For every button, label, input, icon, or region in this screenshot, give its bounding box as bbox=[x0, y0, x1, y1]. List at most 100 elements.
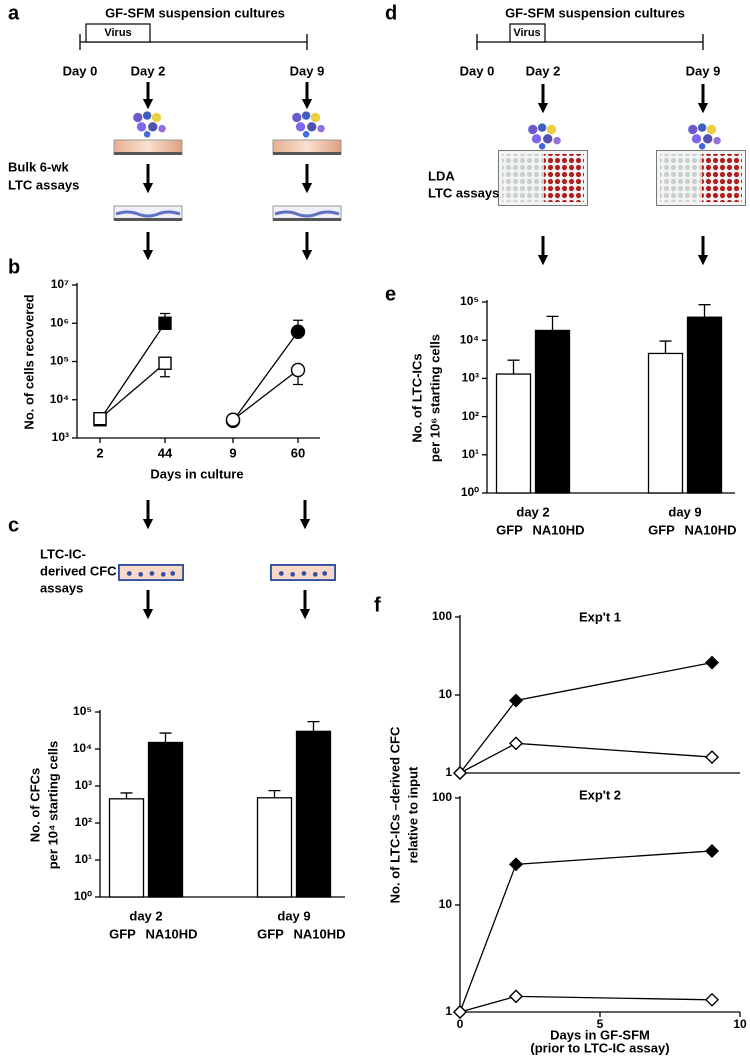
x-tick-label: day 2 bbox=[516, 504, 549, 519]
y-tick-label: 100 bbox=[432, 609, 452, 623]
marker bbox=[509, 736, 523, 751]
error-bar bbox=[120, 792, 133, 799]
x-tick-label: day 2 bbox=[129, 908, 162, 923]
x-tick-label: 2 bbox=[96, 445, 103, 460]
series-label: NA10HD bbox=[293, 926, 345, 941]
dish-icon bbox=[270, 564, 336, 581]
dish-icon bbox=[113, 204, 183, 222]
chart-title: Exp't 1 bbox=[579, 609, 621, 624]
error-bar bbox=[546, 315, 559, 331]
cells-icon bbox=[688, 123, 721, 150]
day-label: Day 2 bbox=[131, 63, 166, 78]
day-label: Day 9 bbox=[686, 63, 721, 78]
marker bbox=[705, 750, 719, 765]
marker bbox=[453, 766, 467, 780]
day-label: Day 2 bbox=[526, 63, 561, 78]
assay-label: LDA bbox=[428, 168, 455, 183]
y-axis-label: No. of CFCs bbox=[27, 768, 42, 842]
assay-label: Bulk 6-wk bbox=[8, 159, 69, 174]
series-line bbox=[99, 322, 166, 421]
dish-icon bbox=[118, 564, 184, 581]
bar bbox=[256, 797, 293, 898]
series-line bbox=[459, 661, 713, 774]
x-tick-label: 5 bbox=[597, 1017, 604, 1031]
dish-icon bbox=[113, 139, 183, 156]
series-line bbox=[232, 369, 299, 421]
assay-label: LTC-IC- bbox=[40, 546, 86, 561]
error-bar bbox=[307, 720, 320, 732]
error-bar bbox=[268, 789, 281, 798]
assay-label: assays bbox=[40, 580, 83, 595]
marker bbox=[93, 411, 107, 426]
x-tick-label: 9 bbox=[229, 445, 236, 460]
y-axis-label: No. of LTC-ICs bbox=[409, 353, 424, 442]
panel-label: e bbox=[385, 283, 396, 305]
x-tick-label: day 9 bbox=[668, 504, 701, 519]
dish-icon bbox=[272, 204, 342, 222]
marker bbox=[453, 1005, 467, 1019]
x-tick-label: 44 bbox=[158, 445, 173, 460]
chart-title: Exp't 2 bbox=[579, 787, 621, 802]
error-bar bbox=[507, 359, 520, 375]
bar bbox=[534, 329, 571, 494]
y-tick-label: 1 bbox=[445, 765, 452, 779]
y-tick-label: 10⁵ bbox=[73, 704, 92, 718]
series-line bbox=[459, 850, 713, 1013]
panel-label: c bbox=[8, 514, 19, 536]
panel-title: GF-SFM suspension cultures bbox=[105, 5, 285, 20]
y-axis-label: No. of LTC-ICs –derived CFC bbox=[387, 726, 402, 903]
y-tick-label: 10⁰ bbox=[74, 889, 92, 903]
virus-box bbox=[85, 23, 151, 43]
bar bbox=[686, 316, 723, 494]
y-tick-label: 10² bbox=[462, 409, 479, 423]
series-label: GFP bbox=[648, 522, 675, 537]
x-tick-label: day 9 bbox=[277, 908, 310, 923]
y-tick-label: 10³ bbox=[75, 778, 92, 792]
y-axis-label: No. of cells recovered bbox=[21, 294, 36, 429]
series-line bbox=[459, 742, 713, 774]
panel-label: f bbox=[374, 594, 381, 616]
bar bbox=[147, 741, 184, 898]
x-tick-label: 0 bbox=[457, 1017, 464, 1031]
marker bbox=[290, 324, 306, 339]
cells-icon bbox=[528, 123, 561, 150]
series-label: GFP bbox=[109, 926, 136, 941]
marker bbox=[509, 989, 523, 1004]
bar bbox=[108, 798, 145, 898]
y-tick-label: 10⁴ bbox=[73, 741, 92, 755]
series-label: NA10HD bbox=[532, 522, 584, 537]
y-tick-label: 10⁴ bbox=[460, 332, 479, 346]
plate-icon bbox=[498, 150, 588, 206]
assay-label: derived CFC bbox=[40, 563, 117, 578]
error-bar bbox=[159, 732, 172, 743]
y-tick-label: 10 bbox=[439, 897, 453, 911]
cells-icon bbox=[292, 111, 325, 138]
y-axis-label: per 10⁶ starting cells bbox=[427, 334, 442, 462]
y-tick-label: 10¹ bbox=[462, 447, 479, 461]
y-axis-label: per 10⁴ starting cells bbox=[45, 741, 60, 870]
series-line bbox=[232, 331, 299, 422]
marker bbox=[705, 992, 719, 1007]
bar bbox=[295, 730, 332, 898]
series-label: GFP bbox=[496, 522, 523, 537]
series-line bbox=[99, 362, 166, 420]
y-tick-label: 1 bbox=[445, 1004, 452, 1018]
virus-label: Virus bbox=[513, 27, 540, 39]
y-tick-label: 10⁷ bbox=[51, 277, 69, 291]
y-tick-label: 10⁵ bbox=[460, 294, 479, 308]
error-bar bbox=[659, 340, 672, 354]
assay-label: LTC assays bbox=[8, 177, 79, 192]
marker bbox=[705, 655, 719, 670]
plate-icon bbox=[656, 150, 746, 206]
x-axis-label: Days in culture bbox=[150, 466, 243, 481]
series-label: NA10HD bbox=[145, 926, 197, 941]
marker bbox=[509, 857, 523, 872]
day-label: Day 9 bbox=[290, 63, 325, 78]
y-tick-label: 10⁴ bbox=[50, 392, 69, 406]
day-label: Day 0 bbox=[460, 63, 495, 78]
x-tick-label: 10 bbox=[733, 1017, 747, 1031]
virus-box bbox=[509, 23, 546, 43]
series-line bbox=[459, 995, 713, 1013]
